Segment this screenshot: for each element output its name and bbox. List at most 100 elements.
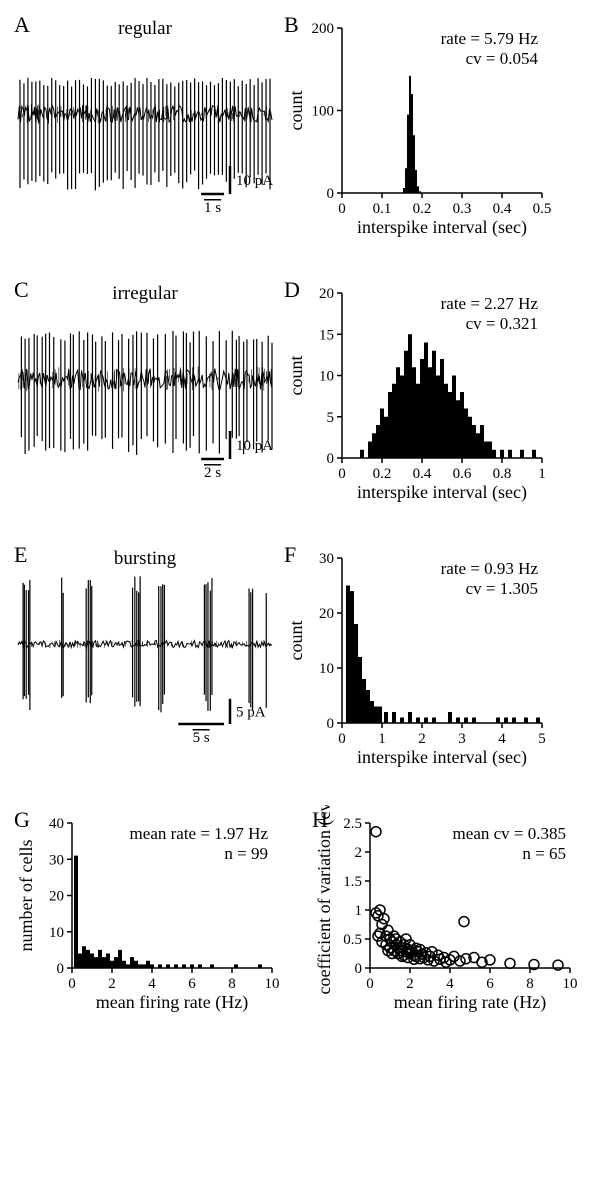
svg-text:20: 20: [319, 286, 334, 302]
svg-text:40: 40: [49, 816, 64, 832]
svg-text:0.3: 0.3: [453, 201, 472, 217]
svg-text:30: 30: [319, 551, 334, 567]
svg-text:8: 8: [228, 976, 236, 992]
svg-text:count: count: [286, 356, 306, 396]
svg-text:5 pA: 5 pA: [236, 704, 266, 720]
svg-text:0.5: 0.5: [343, 932, 362, 948]
svg-text:interspike interval (sec): interspike interval (sec): [357, 217, 527, 238]
svg-text:10: 10: [319, 369, 334, 385]
svg-text:0: 0: [68, 976, 76, 992]
svg-text:count: count: [286, 91, 306, 131]
svg-text:E: E: [14, 542, 27, 567]
svg-text:4: 4: [148, 976, 156, 992]
svg-text:coefficient of variation (cv): coefficient of variation (cv): [314, 805, 335, 995]
panel-a: Aregular 1 s 10 pA: [10, 10, 280, 260]
panel-g: G0246810010203040mean firing rate (Hz)nu…: [10, 805, 308, 1050]
row-cd: Cirregular2 s10 pA D00.20.40.60.81051015…: [10, 275, 606, 540]
svg-text:0: 0: [327, 716, 335, 732]
svg-text:mean cv = 0.385: mean cv = 0.385: [453, 824, 566, 843]
panel-b: B00.10.20.30.40.50100200interspike inter…: [280, 10, 578, 275]
svg-text:G: G: [14, 807, 30, 832]
svg-text:regular: regular: [118, 18, 172, 39]
panel-h-svg: H024681000.511.522.5mean firing rate (Hz…: [308, 805, 606, 1050]
svg-text:cv = 1.305: cv = 1.305: [466, 579, 538, 598]
panel-f-svg: F0123450102030interspike interval (sec)c…: [280, 540, 578, 805]
svg-text:mean firing rate (Hz): mean firing rate (Hz): [96, 992, 248, 1013]
svg-text:rate = 0.93 Hz: rate = 0.93 Hz: [441, 559, 539, 578]
svg-text:5 s: 5 s: [193, 730, 210, 746]
svg-text:B: B: [284, 12, 299, 37]
svg-text:2.5: 2.5: [343, 816, 362, 832]
svg-text:F: F: [284, 542, 296, 567]
svg-text:n = 65: n = 65: [522, 844, 566, 863]
svg-text:1: 1: [355, 903, 363, 919]
svg-text:2: 2: [406, 976, 414, 992]
svg-text:15: 15: [319, 327, 334, 343]
svg-text:3: 3: [458, 731, 466, 747]
svg-text:10 pA: 10 pA: [236, 438, 273, 454]
svg-text:5: 5: [327, 410, 335, 426]
svg-text:0: 0: [57, 961, 65, 977]
svg-text:0.6: 0.6: [453, 466, 472, 482]
svg-text:0.4: 0.4: [413, 466, 432, 482]
svg-text:0.2: 0.2: [413, 201, 432, 217]
svg-text:n = 99: n = 99: [224, 844, 268, 863]
svg-text:10: 10: [265, 976, 280, 992]
svg-text:0: 0: [327, 451, 335, 467]
svg-text:count: count: [286, 621, 306, 661]
svg-text:bursting: bursting: [114, 548, 177, 569]
svg-text:2: 2: [108, 976, 116, 992]
svg-text:0: 0: [338, 201, 346, 217]
panel-d: D00.20.40.60.8105101520interspike interv…: [280, 275, 578, 540]
svg-text:0: 0: [355, 961, 363, 977]
svg-text:2 s: 2 s: [204, 465, 221, 481]
svg-text:6: 6: [486, 976, 494, 992]
svg-text:1: 1: [378, 731, 386, 747]
svg-text:0.2: 0.2: [373, 466, 392, 482]
row-ef: Ebursting5 s5 pA F0123450102030interspik…: [10, 540, 606, 805]
svg-text:interspike interval (sec): interspike interval (sec): [357, 482, 527, 503]
svg-text:0: 0: [338, 731, 346, 747]
svg-text:0.8: 0.8: [493, 466, 512, 482]
svg-text:10: 10: [49, 925, 64, 941]
panel-h: H024681000.511.522.5mean firing rate (Hz…: [308, 805, 606, 1050]
svg-text:10: 10: [563, 976, 578, 992]
svg-text:8: 8: [526, 976, 534, 992]
panel-b-svg: B00.10.20.30.40.50100200interspike inter…: [280, 10, 578, 275]
svg-text:cv = 0.054: cv = 0.054: [466, 49, 539, 68]
svg-text:number of cells: number of cells: [16, 840, 36, 952]
panel-e: Ebursting 5 s 5 pA: [10, 540, 280, 790]
row-ab: Aregular1 s10 pA B00.10.20.30.40.5010020…: [10, 10, 606, 275]
svg-text:0.4: 0.4: [493, 201, 512, 217]
panel-c-svg: Cirregular2 s10 pA: [10, 275, 280, 525]
svg-text:10 pA: 10 pA: [236, 173, 273, 189]
svg-text:rate = 5.79 Hz: rate = 5.79 Hz: [441, 29, 539, 48]
panel-g-svg: G0246810010203040mean firing rate (Hz)nu…: [10, 805, 308, 1050]
svg-text:0: 0: [366, 976, 374, 992]
panel-e-svg: Ebursting 5 s 5 pA: [10, 540, 280, 790]
svg-text:D: D: [284, 277, 300, 302]
panel-d-svg: D00.20.40.60.8105101520interspike interv…: [280, 275, 578, 540]
svg-text:C: C: [14, 277, 29, 302]
panel-f: F0123450102030interspike interval (sec)c…: [280, 540, 578, 805]
svg-text:0: 0: [338, 466, 346, 482]
svg-text:10: 10: [319, 661, 334, 677]
svg-text:2: 2: [418, 731, 426, 747]
svg-text:0.1: 0.1: [373, 201, 392, 217]
svg-text:1 s: 1 s: [204, 200, 221, 216]
svg-text:cv = 0.321: cv = 0.321: [466, 314, 538, 333]
row-gh: G0246810010203040mean firing rate (Hz)nu…: [10, 805, 606, 1050]
svg-text:20: 20: [319, 606, 334, 622]
svg-text:200: 200: [312, 21, 335, 37]
svg-text:6: 6: [188, 976, 196, 992]
panel-c: Cirregular2 s10 pA: [10, 275, 280, 525]
svg-text:0: 0: [327, 186, 335, 202]
svg-text:interspike interval (sec): interspike interval (sec): [357, 747, 527, 768]
svg-text:1.5: 1.5: [343, 874, 362, 890]
svg-text:4: 4: [446, 976, 454, 992]
svg-text:mean firing rate (Hz): mean firing rate (Hz): [394, 992, 546, 1013]
svg-text:2: 2: [355, 845, 363, 861]
figure-root: Aregular1 s10 pA B00.10.20.30.40.5010020…: [10, 10, 606, 1050]
svg-text:A: A: [14, 12, 30, 37]
svg-text:mean rate = 1.97 Hz: mean rate = 1.97 Hz: [130, 824, 269, 843]
